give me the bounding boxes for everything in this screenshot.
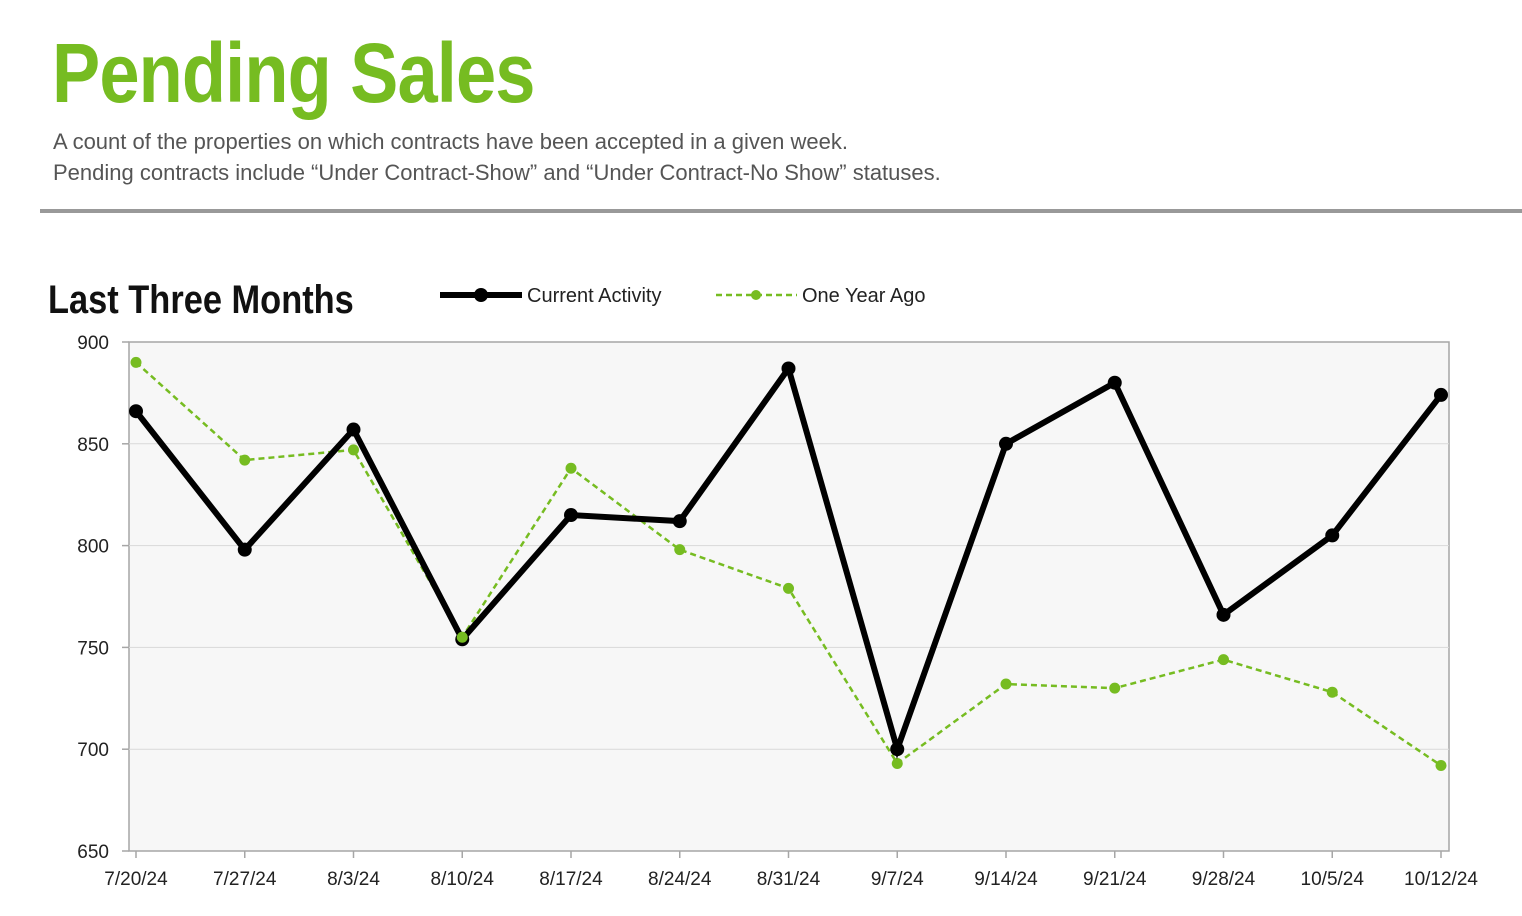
y-tick-label: 800 [77, 537, 109, 558]
current-activity-point [999, 436, 1013, 451]
x-tick-label: 8/31/24 [757, 869, 821, 890]
one-year-ago-point [1326, 686, 1338, 698]
current-activity-point [781, 361, 796, 376]
one-year-ago-point [783, 582, 794, 594]
current-activity-point [346, 422, 361, 437]
legend-current-activity-label: Current Activity [527, 285, 661, 307]
one-year-ago-point [891, 757, 903, 769]
x-tick-label: 10/12/24 [1404, 869, 1478, 890]
description-line-1: A count of the properties on which contr… [53, 129, 848, 154]
y-tick-label: 650 [77, 842, 109, 863]
x-tick-label: 8/17/24 [539, 869, 603, 890]
one-year-ago-point [1435, 759, 1447, 771]
x-tick-label: 9/14/24 [974, 869, 1038, 890]
one-year-ago-point [1000, 678, 1012, 690]
current-activity-point [237, 542, 252, 557]
one-year-ago-point [130, 356, 142, 368]
x-tick-label: 10/5/24 [1301, 869, 1365, 890]
current-activity-point [1216, 607, 1231, 622]
page-title: Pending Sales [52, 26, 535, 120]
x-tick-label: 8/10/24 [431, 869, 495, 890]
current-activity-point [129, 404, 143, 419]
one-year-ago-point [565, 462, 577, 474]
one-year-ago-point [239, 454, 251, 466]
chart-legend: Current Activity One Year Ago [440, 285, 925, 307]
x-tick-label: 9/28/24 [1192, 869, 1256, 890]
y-tick-label: 750 [77, 638, 109, 659]
y-tick-label: 900 [77, 333, 109, 354]
legend-one-year-ago-label: One Year Ago [802, 285, 925, 307]
legend-one-year-ago-marker [751, 290, 761, 300]
y-tick-label: 700 [77, 740, 109, 761]
x-tick-label: 9/7/24 [871, 869, 924, 890]
one-year-ago-point [348, 444, 359, 456]
y-tick-label: 850 [77, 435, 109, 456]
current-activity-point [1107, 375, 1122, 390]
current-activity-point [672, 514, 687, 529]
one-year-ago-point-overlap [456, 631, 468, 643]
section-title: Last Three Months [48, 278, 354, 322]
current-activity-point [1434, 387, 1448, 402]
one-year-ago-point [674, 544, 686, 556]
one-year-ago-point [1218, 654, 1229, 666]
x-tick-label: 8/24/24 [648, 869, 712, 890]
legend-current-activity-marker [474, 288, 488, 302]
x-tick-label: 7/20/24 [104, 869, 168, 890]
current-activity-point [564, 508, 578, 523]
current-activity-point [1325, 528, 1340, 543]
x-tick-label: 9/21/24 [1083, 869, 1147, 890]
header-divider [40, 209, 1522, 213]
description-line-2: Pending contracts include “Under Contrac… [53, 160, 941, 185]
x-tick-label: 8/3/24 [327, 869, 380, 890]
current-activity-point [890, 742, 905, 757]
one-year-ago-point [1109, 682, 1121, 694]
x-tick-label: 7/27/24 [213, 869, 277, 890]
